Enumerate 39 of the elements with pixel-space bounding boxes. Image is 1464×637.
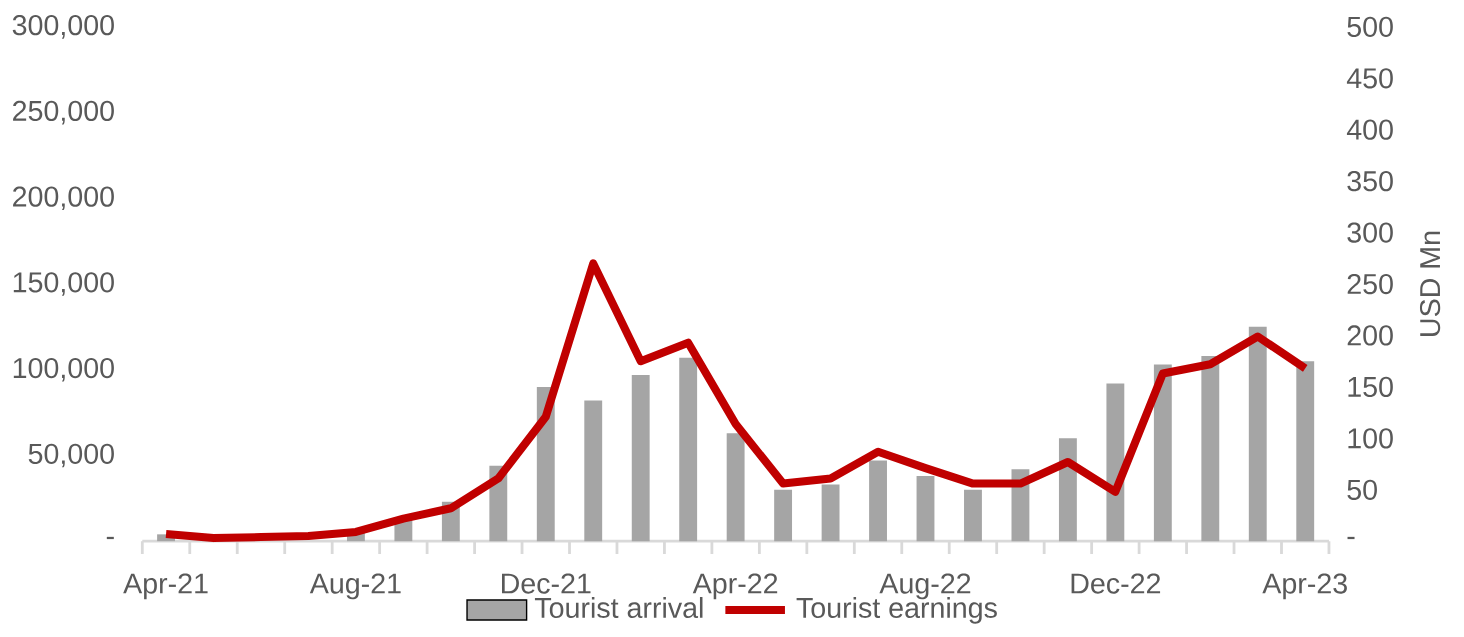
bar: [964, 489, 982, 542]
y-tick-label: -: [106, 536, 114, 540]
y2-tick-label: 300: [1347, 222, 1393, 243]
bar: [1153, 364, 1172, 542]
bar: [1248, 326, 1267, 542]
y-tick-label: 200,000: [13, 186, 114, 211]
y-tick-label: 150,000: [13, 272, 114, 296]
y2-tick-label: 250: [1347, 273, 1393, 295]
bar: [774, 489, 793, 542]
bar: [631, 374, 650, 542]
y-tick-label: 250,000: [13, 100, 114, 125]
bar: [584, 400, 603, 542]
x-tick-label: Apr-21: [123, 573, 208, 600]
y2-tick-label: 200: [1347, 325, 1393, 346]
y-tick-label: 50,000: [28, 443, 114, 468]
bar: [679, 357, 698, 542]
y2-tick-label: 100: [1348, 428, 1393, 449]
y-tick-label: 300,000: [12, 15, 114, 39]
bar: [726, 433, 745, 542]
y-tick-label: 100,000: [13, 357, 114, 382]
bar: [821, 484, 840, 542]
bar: [916, 476, 935, 542]
x-tick-label: Dec-22: [1071, 573, 1161, 594]
y2-axis-title: USD Mn: [1419, 231, 1441, 336]
bar: [869, 460, 887, 542]
y2-tick-label: 450: [1346, 68, 1393, 89]
x-tick-label: Dec-21: [502, 573, 591, 594]
bar: [1201, 356, 1220, 542]
bar: [1296, 361, 1315, 542]
x-tick-label: Aug-21: [309, 573, 401, 600]
bar: [1106, 383, 1125, 542]
y2-tick-label: -: [1347, 536, 1355, 540]
y2-tick-label: 50: [1347, 479, 1377, 500]
x-tick-label: Apr-23: [1262, 573, 1347, 600]
y2-tick-label: 500: [1347, 16, 1393, 37]
y2-tick-label: 150: [1348, 376, 1393, 398]
bar: [1058, 438, 1077, 542]
y2-tick-label: 400: [1346, 119, 1393, 140]
y2-tick-label: 350: [1347, 171, 1393, 192]
